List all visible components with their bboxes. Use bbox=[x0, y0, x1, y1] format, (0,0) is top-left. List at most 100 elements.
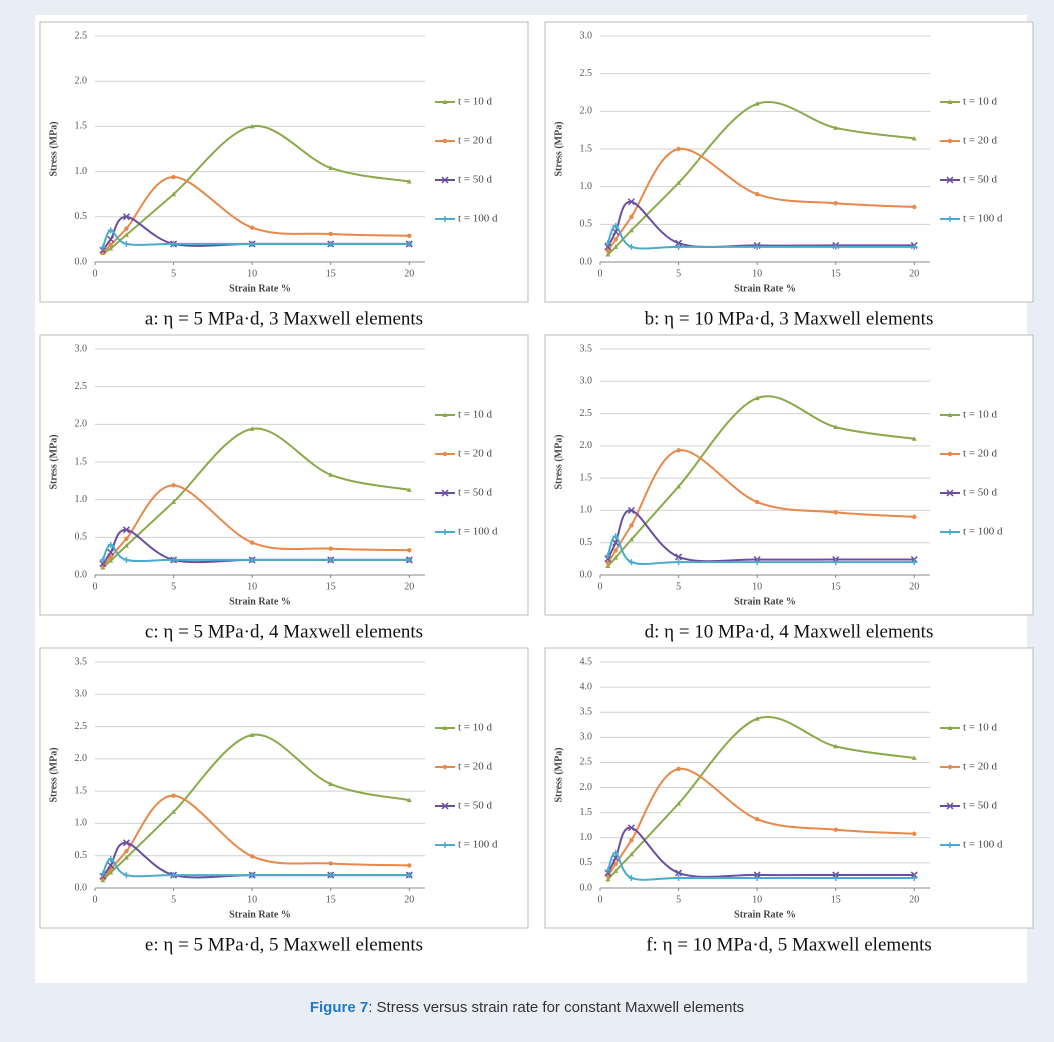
data-point bbox=[675, 239, 683, 247]
data-point bbox=[676, 801, 682, 806]
data-point bbox=[612, 849, 619, 856]
data-point bbox=[604, 240, 611, 247]
data-point bbox=[613, 555, 619, 560]
legend-label: t = 100 d bbox=[963, 213, 1003, 225]
data-point bbox=[406, 556, 413, 563]
chart-title: d: η = 10 MPa·d, 4 Maxwell elements bbox=[645, 621, 934, 642]
legend-label: t = 20 d bbox=[963, 135, 998, 147]
legend-marker bbox=[947, 412, 953, 417]
data-point bbox=[605, 560, 611, 565]
x-tick-label: 20 bbox=[909, 268, 919, 279]
y-tick-label: 2.5 bbox=[75, 721, 88, 732]
y-axis-label: Stress (MPa) bbox=[553, 121, 564, 176]
data-point bbox=[107, 861, 115, 869]
caption-text: : Stress versus strain rate for constant… bbox=[368, 999, 744, 1016]
data-point bbox=[604, 555, 612, 563]
x-tick-label: 10 bbox=[247, 581, 257, 592]
data-point bbox=[249, 872, 256, 879]
y-tick-label: 1.0 bbox=[75, 166, 88, 177]
data-point bbox=[249, 240, 256, 247]
legend-label: t = 50 d bbox=[963, 487, 998, 499]
chart-title: a: η = 5 MPa·d, 3 Maxwell elements bbox=[145, 308, 423, 329]
y-tick-label: 4.5 bbox=[580, 656, 593, 667]
data-point bbox=[629, 214, 634, 219]
data-point bbox=[123, 543, 129, 548]
y-tick-label: 3.0 bbox=[580, 30, 593, 41]
chart-frame bbox=[39, 334, 529, 616]
x-tick-label: 5 bbox=[171, 581, 176, 592]
y-tick-label: 1.0 bbox=[75, 818, 88, 829]
data-point bbox=[912, 204, 917, 210]
data-point bbox=[676, 484, 682, 489]
x-tick-label: 5 bbox=[171, 894, 176, 905]
data-point bbox=[124, 536, 129, 542]
x-tick-label: 5 bbox=[676, 268, 681, 279]
legend-marker bbox=[441, 489, 449, 497]
data-point bbox=[676, 766, 681, 772]
data-point bbox=[911, 243, 918, 250]
data-point bbox=[676, 146, 681, 152]
data-point bbox=[605, 248, 611, 253]
y-axis-label: Stress (MPa) bbox=[553, 747, 564, 802]
legend-label: t = 20 d bbox=[458, 761, 493, 773]
legend-label: t = 10 d bbox=[963, 96, 998, 108]
data-point bbox=[406, 797, 412, 803]
data-point bbox=[327, 240, 334, 247]
data-point bbox=[754, 716, 760, 721]
data-point bbox=[675, 869, 683, 877]
data-point bbox=[613, 868, 619, 873]
data-point bbox=[833, 125, 839, 130]
legend-marker bbox=[946, 802, 954, 810]
data-point bbox=[406, 240, 413, 247]
data-point bbox=[123, 872, 130, 879]
legend-marker bbox=[442, 138, 448, 144]
y-tick-label: 0.5 bbox=[580, 219, 593, 230]
data-point bbox=[406, 487, 412, 492]
data-point bbox=[833, 510, 838, 515]
x-tick-label: 15 bbox=[831, 268, 841, 279]
legend-marker bbox=[442, 412, 448, 417]
legend-marker bbox=[442, 529, 448, 535]
data-point bbox=[912, 514, 917, 520]
y-tick-label: 0.5 bbox=[580, 537, 593, 548]
data-point bbox=[605, 876, 611, 882]
x-tick-label: 15 bbox=[326, 894, 336, 905]
data-point bbox=[249, 426, 255, 431]
x-axis-label: Strain Rate % bbox=[734, 909, 796, 920]
y-tick-label: 0.0 bbox=[580, 882, 593, 893]
data-point bbox=[753, 871, 761, 879]
data-point bbox=[170, 240, 177, 247]
y-tick-label: 2.0 bbox=[75, 753, 88, 764]
data-point bbox=[249, 225, 255, 230]
data-point bbox=[122, 839, 130, 847]
y-tick-label: 2.0 bbox=[580, 440, 593, 451]
data-point bbox=[328, 231, 333, 237]
y-tick-label: 0.0 bbox=[75, 256, 88, 267]
data-point bbox=[911, 874, 918, 881]
data-point bbox=[676, 448, 681, 453]
data-point bbox=[628, 851, 634, 857]
chart-title: e: η = 5 MPa·d, 5 Maxwell elements bbox=[145, 934, 423, 955]
x-tick-label: 10 bbox=[247, 268, 257, 279]
x-axis-label: Strain Rate % bbox=[229, 596, 291, 607]
data-point bbox=[124, 848, 129, 854]
data-point bbox=[170, 872, 177, 879]
y-tick-label: 4.0 bbox=[580, 681, 593, 692]
y-tick-label: 3.0 bbox=[75, 689, 88, 700]
y-tick-label: 2.0 bbox=[580, 782, 593, 793]
legend-marker bbox=[947, 764, 953, 770]
data-point bbox=[628, 536, 634, 542]
data-point bbox=[912, 831, 917, 836]
legend-label: t = 20 d bbox=[963, 448, 998, 460]
x-tick-label: 10 bbox=[752, 894, 762, 905]
legend-marker bbox=[947, 451, 953, 457]
data-point bbox=[832, 243, 839, 250]
data-point bbox=[327, 872, 334, 879]
data-point bbox=[407, 547, 412, 553]
legend-marker bbox=[947, 99, 953, 104]
y-tick-label: 3.0 bbox=[580, 376, 593, 387]
x-tick-label: 10 bbox=[752, 268, 762, 279]
data-point bbox=[754, 192, 760, 197]
data-point bbox=[911, 436, 917, 441]
